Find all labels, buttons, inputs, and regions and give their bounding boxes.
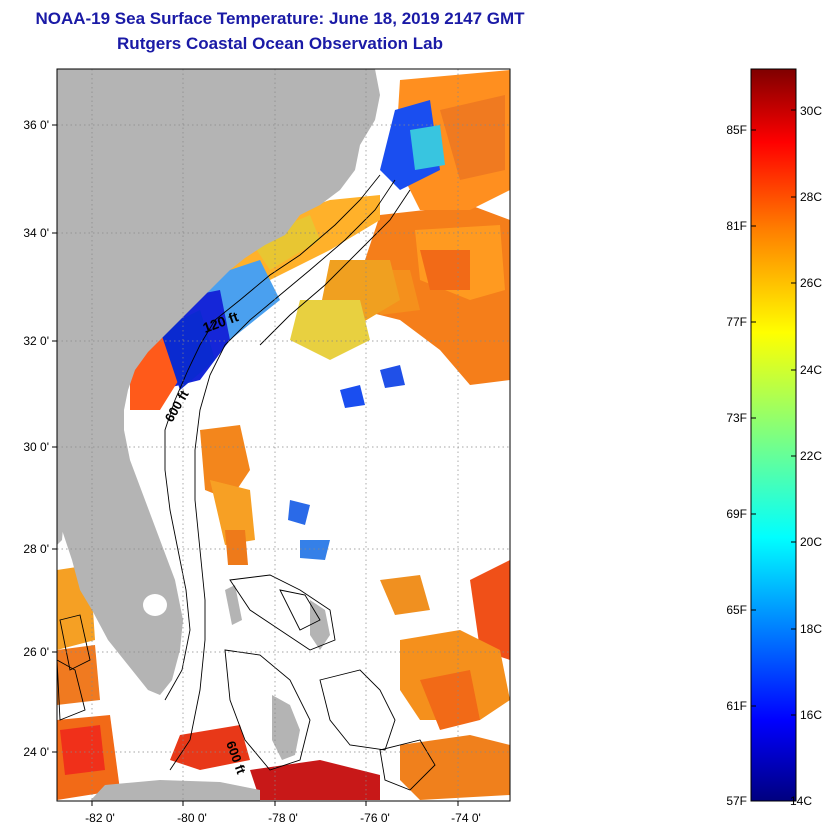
lon-label-76: -76 0' bbox=[360, 811, 390, 825]
colorbar-f-73: 73F bbox=[726, 411, 747, 425]
colorbar-c-22: 22C bbox=[800, 449, 822, 463]
lat-label-36: 36 0' bbox=[23, 118, 49, 132]
colorbar-c-16: 16C bbox=[800, 708, 822, 722]
map-frame bbox=[56, 68, 511, 802]
lon-label-82: -82 0' bbox=[85, 811, 115, 825]
colorbar-c-26: 26C bbox=[800, 276, 822, 290]
sst-scattered-patches bbox=[57, 365, 510, 800]
colorbar-c-28: 28C bbox=[800, 190, 822, 204]
map-ticks bbox=[52, 124, 459, 806]
isobath-lines bbox=[57, 174, 436, 791]
colorbar-f-61: 61F bbox=[726, 699, 747, 713]
colorbar-f-81: 81F bbox=[726, 219, 747, 233]
colorbar-c-20: 20C bbox=[800, 535, 822, 549]
lon-label-78: -78 0' bbox=[268, 811, 298, 825]
temperature-colorbar bbox=[750, 68, 797, 802]
lat-label-34: 34 0' bbox=[23, 226, 49, 240]
land bbox=[57, 69, 380, 801]
colorbar-c-18: 18C bbox=[800, 622, 822, 636]
colorbar-ticks bbox=[751, 109, 796, 716]
lon-label-74: -74 0' bbox=[451, 811, 481, 825]
map-subtitle: Rutgers Coastal Ocean Observation Lab bbox=[117, 34, 443, 53]
lake-okeechobee bbox=[143, 594, 167, 616]
colorbar-c-14: 14C bbox=[790, 794, 812, 808]
lat-label-28: 28 0' bbox=[23, 542, 49, 556]
lat-label-32: 32 0' bbox=[23, 334, 49, 348]
colorbar-f-69: 69F bbox=[726, 507, 747, 521]
colorbar-c-24: 24C bbox=[800, 363, 822, 377]
colorbar-f-57: 57F bbox=[726, 794, 747, 808]
colorbar-c-30: 30C bbox=[800, 104, 822, 118]
colorbar-f-65: 65F bbox=[726, 603, 747, 617]
grid-lines bbox=[57, 69, 510, 801]
colorbar-f-85: 85F bbox=[726, 123, 747, 137]
map-title: NOAA-19 Sea Surface Temperature: June 18… bbox=[35, 9, 525, 28]
lat-label-30: 30 0' bbox=[23, 440, 49, 454]
lat-label-26: 26 0' bbox=[23, 645, 49, 659]
colorbar-f-77: 77F bbox=[726, 315, 747, 329]
lat-label-24: 24 0' bbox=[23, 745, 49, 759]
lon-label-80: -80 0' bbox=[177, 811, 207, 825]
